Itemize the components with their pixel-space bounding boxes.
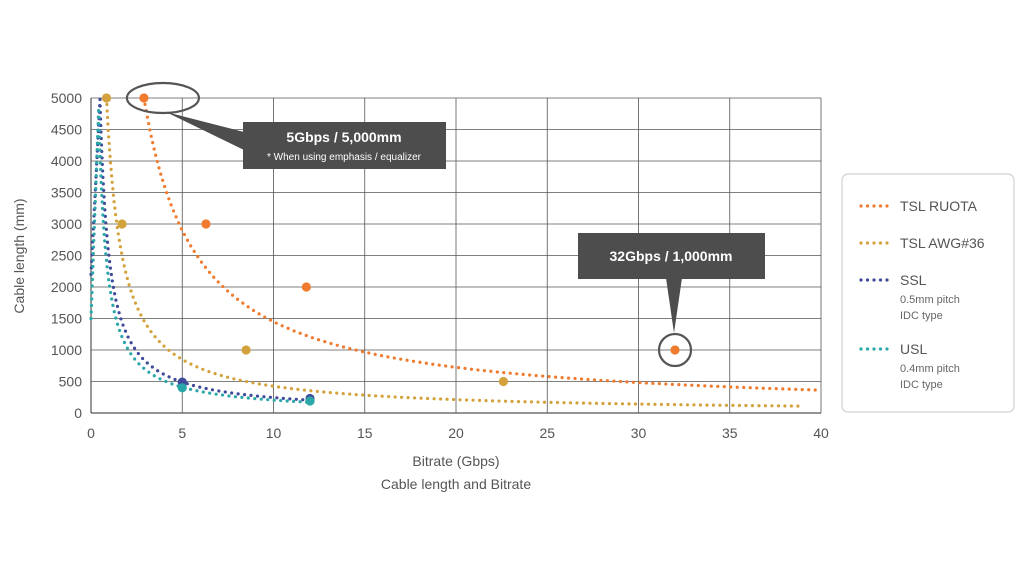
legend-item: TSL RUOTA [859, 198, 978, 214]
y-tick-label: 3500 [51, 185, 82, 201]
callout-circle [125, 81, 201, 115]
x-tick-label: 35 [722, 425, 738, 441]
legend-item: SSL 0.5mm pitch IDC type [859, 272, 960, 322]
data-point [139, 93, 149, 103]
y-tick-label: 1500 [51, 311, 82, 327]
series-line [142, 96, 823, 392]
x-tick-label: 25 [539, 425, 555, 441]
series-tsl-ruota [139, 93, 823, 392]
legend-sublabel: IDC type [900, 379, 943, 391]
tick-labels: 0 500 1000 1500 2000 2500 3000 3500 4000 4500 5000… [51, 90, 829, 441]
legend-box [841, 173, 1015, 413]
annotation-layer: 5Gbps / 5,000mm * When using emphasis / e… [125, 81, 765, 368]
data-point [305, 396, 315, 406]
x-tick-label: 15 [357, 425, 373, 441]
data-point [670, 345, 680, 355]
x-tick-label: 20 [448, 425, 464, 441]
y-tick-label: 4000 [51, 153, 82, 169]
legend-sublabel: IDC type [900, 310, 943, 322]
legend-item: USL 0.4mm pitch IDC type [859, 341, 960, 391]
legend-label: TSL AWG#36 [900, 235, 985, 251]
chart-caption: Cable length and Bitrate [381, 476, 531, 492]
y-tick-label: 2000 [51, 279, 82, 295]
legend-sublabel: 0.4mm pitch [900, 363, 960, 375]
y-tick-label: 1000 [51, 342, 82, 358]
callout-box [578, 233, 765, 279]
y-tick-label: 4500 [51, 122, 82, 138]
data-point [241, 345, 251, 355]
data-point [201, 219, 211, 229]
callout-title: 5Gbps / 5,000mm [286, 129, 401, 145]
y-axis-title: Cable length (mm) [11, 198, 27, 313]
series-line [104, 96, 805, 408]
data-point [101, 93, 112, 103]
x-tick-label: 10 [266, 425, 282, 441]
legend-sublabel: 0.5mm pitch [900, 294, 960, 306]
y-tick-label: 500 [59, 374, 83, 390]
y-tick-label: 0 [74, 405, 82, 421]
x-tick-label: 30 [631, 425, 647, 441]
callout-circle [657, 332, 693, 368]
series-layer [89, 93, 823, 408]
x-axis-title: Bitrate (Gbps) [412, 453, 499, 469]
callout-note: * When using emphasis / equalizer [267, 152, 422, 163]
data-point [117, 219, 127, 229]
data-point [301, 282, 311, 292]
legend-label: USL [900, 341, 927, 357]
x-tick-label: 0 [87, 425, 95, 441]
x-tick-label: 5 [178, 425, 186, 441]
legend-label: TSL RUOTA [900, 198, 978, 214]
y-tick-label: 2500 [51, 248, 82, 264]
series-usl [89, 107, 315, 406]
y-tick-label: 3000 [51, 216, 82, 232]
y-tick-label: 5000 [51, 90, 82, 106]
legend-label: SSL [900, 272, 927, 288]
series-line [89, 99, 312, 402]
series-line [89, 107, 312, 404]
callout-title: 32Gbps / 1,000mm [610, 248, 733, 264]
data-point [498, 376, 509, 387]
callout-pointer [666, 278, 682, 333]
callout-pointer [165, 112, 244, 150]
series-tsl-awg-36 [101, 93, 805, 408]
x-tick-label: 40 [813, 425, 829, 441]
callout-box [243, 122, 446, 169]
data-point [177, 383, 187, 393]
legend: TSL RUOTA TSL AWG#36 SSL 0.5mm pitch IDC typ… [841, 173, 1015, 413]
legend-item: TSL AWG#36 [859, 235, 985, 251]
